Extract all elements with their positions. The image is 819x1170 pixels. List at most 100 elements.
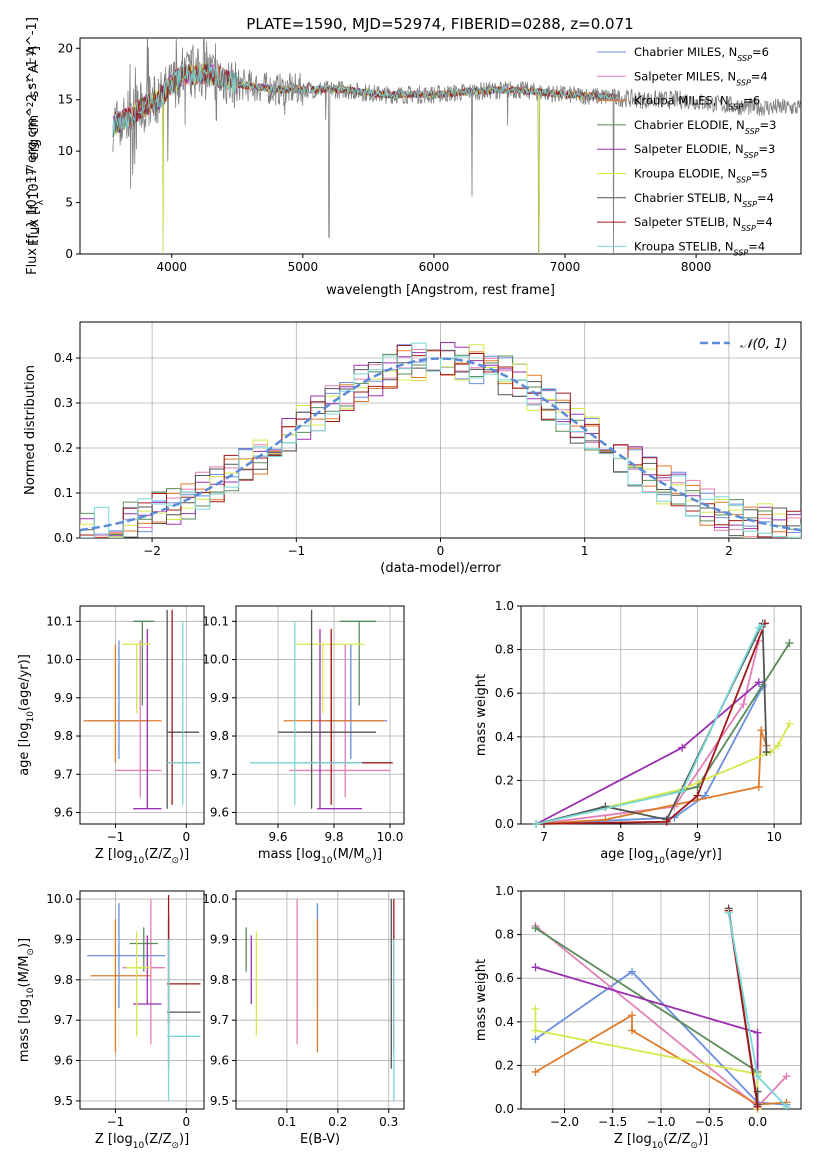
point-kroupa_stelib <box>167 939 201 1101</box>
y-tick-label: 9.9 <box>54 932 73 946</box>
y-tick-label: 0.0 <box>495 1102 514 1116</box>
x-tick-label: 6000 <box>419 260 450 274</box>
y-axis-label-spectrum: Flux [f_λ 10^-17 erg cm^-2 s^-1 A^-1] <box>25 17 40 275</box>
axis-label-part: −1 <box>26 51 36 64</box>
axis-label-part: s <box>27 90 42 101</box>
axis-label-part: )] <box>372 847 382 862</box>
x-axis-label-massweight_vs_age: age [log10(age/yr)] <box>600 847 722 866</box>
legend-entry-salpeter_miles: Salpeter MILES, NSSP=4 <box>634 69 768 87</box>
legend-subscript: SSP <box>745 126 760 135</box>
y-tick-label: 9.9 <box>210 691 229 705</box>
x-tick-label: 0.0 <box>748 1115 767 1129</box>
y-tick-label: 20 <box>58 41 73 55</box>
x-axis-label-mass_vs_z: Z [log10(Z/Z⊙)] <box>95 1132 189 1151</box>
x-axis-label-spectrum: wavelength [Angstrom, rest frame] <box>326 283 555 298</box>
x-tick-label: 9.8 <box>324 830 343 844</box>
axes-mass_vs_ebv: 0.1 0.2 0.3 9.5 9.6 9.7 9.8 9.9 10.0 E(B-V) <box>202 890 405 1147</box>
normal-curve <box>80 357 801 532</box>
axis-label-part: Z [ <box>614 1132 632 1147</box>
y-tick-label: 9.9 <box>54 691 73 705</box>
axis-label-part: −1 <box>26 77 36 90</box>
axis-label-part: log <box>113 847 133 862</box>
point-salpeter_miles <box>115 640 162 798</box>
legend-subscript: SSP <box>729 102 744 111</box>
y-tick-label: 10 <box>58 144 73 158</box>
y-tick-label: 0.4 <box>495 730 514 744</box>
point-marker <box>757 726 766 735</box>
axis-label-part: )] <box>179 847 189 862</box>
x-tick-label: −1.5 <box>598 1115 627 1129</box>
point-kroupa_stelib <box>167 621 201 805</box>
legend-entry-kroupa_miles: Kroupa MILES, NSSP=6 <box>634 94 760 112</box>
point-marker <box>782 1102 791 1111</box>
axis-label-part: (age/yr)] <box>665 847 722 862</box>
x-tick-label: −0.5 <box>695 1115 724 1129</box>
axis-label-part: 10 <box>653 856 665 866</box>
point-marker <box>531 924 540 933</box>
x-tick-label: 1 <box>581 544 589 558</box>
y-tick-label: 1.0 <box>495 599 514 613</box>
legend-text: Chabrier ELODIE, N <box>634 118 745 132</box>
y-tick-label: 9.6 <box>210 806 229 820</box>
y-tick-label: 0.4 <box>54 351 73 365</box>
y-tick-label: 0.8 <box>495 643 514 657</box>
residual-histograms <box>80 342 801 538</box>
legend-entry-chabrier_stelib: Chabrier STELIB, NSSP=4 <box>634 191 774 209</box>
series-line <box>536 623 766 825</box>
x-tick-label: 10.0 <box>377 830 404 844</box>
axis-label-part: mass weight <box>474 674 489 756</box>
legend-text: Salpeter ELODIE, N <box>634 142 744 156</box>
legend-text: Salpeter STELIB, N <box>634 215 741 229</box>
y-tick-label: 0.6 <box>495 971 514 985</box>
y-tick-label: 0.2 <box>54 441 73 455</box>
legend-entry-kroupa_stelib: Kroupa STELIB, NSSP=4 <box>634 239 765 257</box>
legend-count: =5 <box>751 167 768 181</box>
axis-label-part: )] <box>17 938 32 948</box>
y-axis-label-mass_vs_z: mass [log10(M/M⊙)] <box>17 938 36 1062</box>
spectrum-plot <box>112 38 801 254</box>
y-tick-label: 9.7 <box>54 1013 73 1027</box>
x-tick-label: 2 <box>725 544 733 558</box>
y-axis-label-massweight_vs_z: mass weight <box>474 959 489 1041</box>
axis-label-part: log <box>634 847 654 862</box>
legend-text: Chabrier MILES, N <box>634 45 737 59</box>
legend-subscript: SSP <box>736 78 751 87</box>
axis-label-part: log <box>113 1132 133 1147</box>
axis-label-part: −2 <box>26 102 36 115</box>
point-marker <box>531 1026 540 1035</box>
axis-label-part: E(B-V) <box>300 1132 340 1147</box>
point-marker <box>628 967 637 976</box>
axis-label-part: log <box>632 1132 652 1147</box>
y-axis-label-age_vs_z: age [log10(age/yr)] <box>17 654 36 776</box>
x-tick-label: 0 <box>182 830 190 844</box>
legend-count: =4 <box>748 239 765 253</box>
point-salpeter_elodie <box>133 628 162 810</box>
x-tick-label: −1 <box>107 1115 125 1129</box>
point-marker <box>531 1004 540 1013</box>
axis-label-part: log <box>17 999 32 1019</box>
legend-entry-salpeter_elodie: Salpeter ELODIE, NSSP=3 <box>634 142 775 160</box>
legend-subscript: SSP <box>741 224 756 233</box>
axes-massweight_vs_z: −2.0 −1.5 −1.0 −0.5 0.0 0.0 0.2 0.4 0.6 0.8 1.0 Z [… <box>474 884 802 1151</box>
legend-entry-chabrier_elodie: Chabrier ELODIE, NSSP=3 <box>634 118 776 136</box>
axis-label-part: age [ <box>600 847 633 862</box>
legend-text: Chabrier STELIB, N <box>634 191 742 205</box>
series-line <box>536 624 764 825</box>
axis-label-part: ⊙ <box>171 856 179 866</box>
y-tick-label: 0 <box>65 247 73 261</box>
x-tick-label: −1.0 <box>646 1115 675 1129</box>
x-tick-label: 5000 <box>288 260 319 274</box>
point-salpeter_elodie <box>317 628 362 810</box>
y-tick-label: 9.5 <box>54 1094 73 1108</box>
x-tick-label: 0.2 <box>328 1115 347 1129</box>
point-marker <box>628 1011 637 1020</box>
x-axis-label-massweight_vs_z: Z [log10(Z/Z⊙)] <box>614 1132 708 1151</box>
point-marker <box>531 1035 540 1044</box>
point-marker <box>739 700 748 709</box>
legend-count: =3 <box>760 118 777 132</box>
x-tick-label: −1 <box>107 830 125 844</box>
y-tick-label: 9.8 <box>210 973 229 987</box>
x-tick-label: −2.0 <box>550 1115 579 1129</box>
